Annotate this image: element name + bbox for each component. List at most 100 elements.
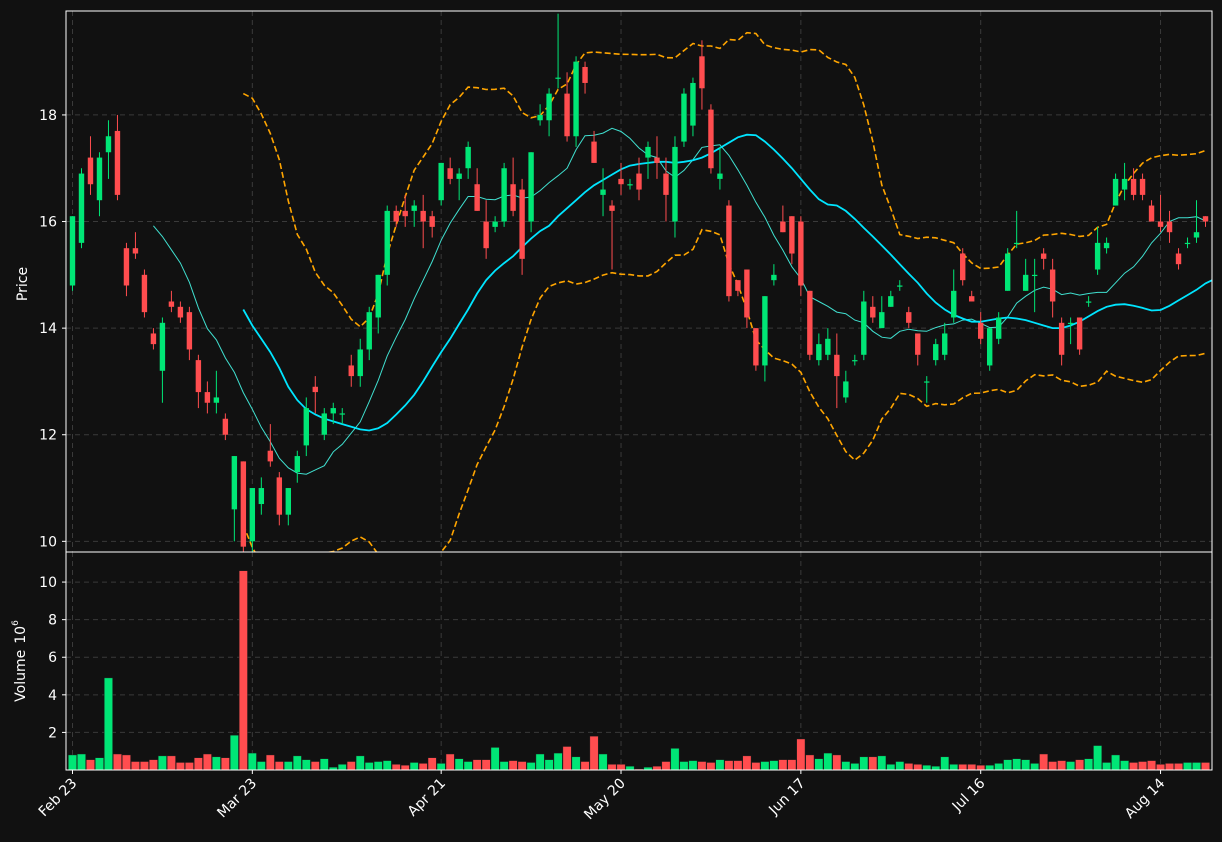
- volume-bar: [1165, 763, 1174, 771]
- volume-bar: [616, 764, 626, 771]
- candle-body: [267, 450, 274, 462]
- volume-bar: [418, 763, 428, 771]
- volume-bar: [221, 757, 230, 771]
- volume-bar: [167, 755, 176, 771]
- volume-bar: [949, 764, 959, 771]
- candle-body: [654, 157, 660, 163]
- candle-body: [1031, 274, 1038, 277]
- volume-tick-label: 6: [48, 650, 57, 666]
- candle-body: [438, 162, 444, 201]
- volume-bar: [319, 758, 329, 771]
- volume-bar: [1201, 762, 1210, 771]
- candle-body: [1139, 178, 1146, 195]
- candle-body: [1085, 301, 1092, 303]
- volume-bar: [805, 754, 815, 771]
- candle-body: [771, 274, 777, 281]
- volume-bar: [310, 761, 320, 771]
- candle-body: [222, 418, 229, 435]
- volume-bar: [355, 755, 365, 771]
- candle-body: [807, 290, 813, 355]
- candle-body: [87, 157, 94, 185]
- volume-bar: [212, 756, 221, 771]
- candle-body: [384, 210, 390, 275]
- candle-body: [375, 274, 381, 318]
- volume-bar: [95, 757, 104, 771]
- volume-axis-exponent: 6: [11, 620, 21, 626]
- volume-tick-label: 2: [48, 725, 57, 741]
- candle-body: [447, 168, 453, 179]
- candle-body: [393, 210, 399, 222]
- candle-body: [249, 488, 256, 542]
- volume-bar: [859, 756, 869, 771]
- volume-bar: [886, 764, 896, 771]
- volume-bar: [706, 762, 716, 771]
- volume-bar: [1192, 762, 1201, 771]
- volume-bar: [922, 765, 932, 771]
- candle-body: [897, 285, 903, 287]
- candle-body: [456, 173, 462, 179]
- candle-body: [852, 360, 858, 362]
- volume-bar: [230, 735, 239, 771]
- candle-body: [177, 306, 184, 318]
- volume-bar: [158, 755, 167, 771]
- volume-bar: [931, 766, 941, 771]
- candle-body: [951, 290, 957, 318]
- volume-bar: [1021, 759, 1030, 771]
- volume-bar: [122, 754, 131, 771]
- volume-tick-label: 4: [48, 688, 57, 704]
- volume-bar: [661, 761, 671, 771]
- price-tick-label: 10: [39, 534, 57, 550]
- candle-body: [294, 456, 300, 473]
- volume-bar: [346, 761, 356, 771]
- volume-bar: [517, 761, 527, 771]
- candle-body: [69, 216, 76, 286]
- candle-body: [726, 205, 732, 297]
- volume-bar: [1147, 760, 1156, 771]
- volume-bar: [86, 759, 95, 771]
- candle-body: [933, 344, 939, 361]
- volume-bar: [598, 753, 608, 771]
- candle-body: [348, 365, 354, 377]
- volume-bar: [364, 762, 374, 771]
- candle-body: [843, 381, 849, 398]
- candle-body: [1130, 178, 1137, 195]
- volume-bar: [248, 752, 257, 771]
- volume-bar: [185, 762, 194, 771]
- volume-bar: [958, 764, 968, 771]
- candle-body: [132, 248, 139, 254]
- candle-body: [960, 253, 966, 281]
- candle-body: [1067, 322, 1074, 325]
- volume-bar: [391, 764, 401, 771]
- volume-bar: [481, 759, 491, 771]
- candle-body: [1184, 242, 1191, 245]
- volume-bar: [382, 760, 392, 771]
- volume-bar: [77, 753, 86, 771]
- volume-bar: [724, 760, 734, 771]
- volume-bar: [149, 759, 158, 771]
- candle-body: [1004, 253, 1011, 291]
- volume-bar: [868, 756, 878, 771]
- volume-bar: [850, 763, 860, 771]
- volume-bar: [580, 761, 590, 771]
- volume-panel: 2 4 6 8 10: [39, 551, 1213, 771]
- candle-body: [915, 333, 921, 355]
- volume-bar: [427, 757, 437, 771]
- volume-bar: [176, 762, 185, 771]
- volume-bar: [769, 760, 779, 771]
- volume-bar: [904, 763, 914, 771]
- volume-bar: [1057, 760, 1066, 771]
- volume-bar: [68, 754, 77, 771]
- candle-body: [699, 56, 705, 89]
- candle-body: [96, 157, 103, 201]
- volume-bar: [832, 754, 842, 771]
- candle-body: [717, 173, 723, 179]
- volume-bar: [778, 759, 788, 771]
- candle-body: [519, 189, 525, 259]
- candle-body: [537, 114, 543, 121]
- candle-body: [762, 296, 768, 366]
- candle-body: [231, 456, 238, 510]
- candle-body: [708, 109, 714, 169]
- candle-body: [1112, 178, 1119, 206]
- candle-body: [555, 77, 561, 79]
